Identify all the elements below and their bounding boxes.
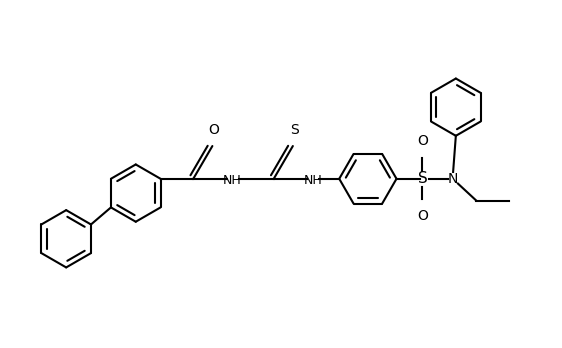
Text: NH: NH [223,174,242,187]
Text: S: S [290,123,298,137]
Text: NH: NH [303,174,322,187]
Text: O: O [209,123,219,137]
Text: N: N [448,172,458,186]
Text: S: S [418,171,428,186]
Text: O: O [417,209,428,223]
Text: O: O [417,134,428,148]
